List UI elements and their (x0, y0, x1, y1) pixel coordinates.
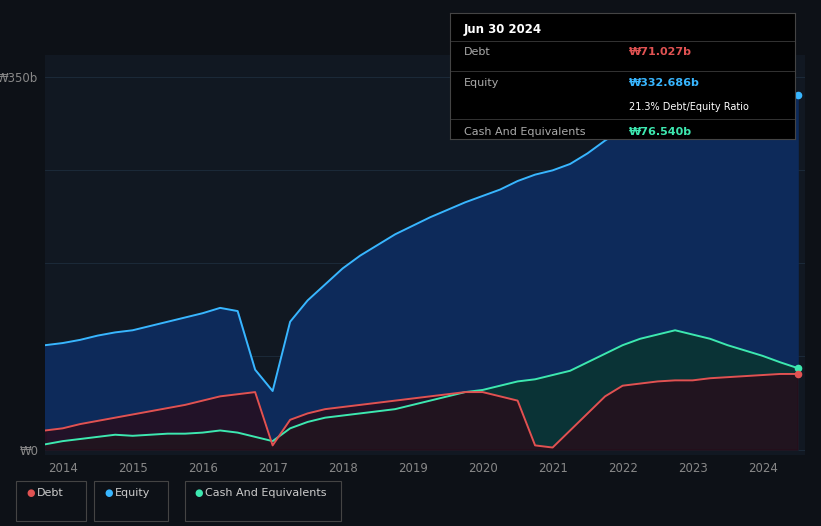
Point (791, 91, 804, 99)
Text: 21.3% Debt/Equity Ratio: 21.3% Debt/Equity Ratio (629, 102, 749, 112)
Text: ₩71.027b: ₩71.027b (629, 47, 692, 57)
Text: ₩76.540b: ₩76.540b (629, 127, 692, 137)
Text: Equity: Equity (115, 488, 150, 499)
Point (791, 370, 804, 378)
Text: ●: ● (26, 488, 34, 499)
Point (791, 364, 804, 372)
Text: Jun 30 2024: Jun 30 2024 (464, 23, 542, 36)
Text: Equity: Equity (464, 77, 499, 87)
Text: Cash And Equivalents: Cash And Equivalents (464, 127, 585, 137)
Text: Debt: Debt (37, 488, 64, 499)
Text: Cash And Equivalents: Cash And Equivalents (205, 488, 327, 499)
Text: ₩332.686b: ₩332.686b (629, 77, 700, 87)
Text: ●: ● (195, 488, 203, 499)
Text: Debt: Debt (464, 47, 490, 57)
Text: ●: ● (104, 488, 112, 499)
